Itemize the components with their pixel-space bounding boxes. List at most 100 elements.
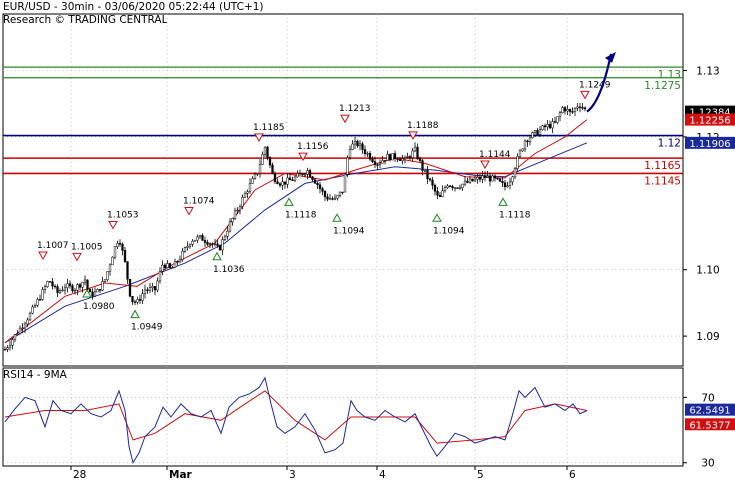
candle-body — [51, 281, 54, 287]
candle-body — [341, 191, 344, 194]
rsi-ma-line — [4, 390, 588, 444]
swing-high-marker — [72, 252, 82, 262]
candle-body — [326, 196, 329, 200]
candle-body — [16, 333, 19, 335]
candle-body — [366, 153, 369, 155]
candle-body — [571, 111, 574, 113]
candle-body — [423, 170, 427, 172]
candle-body — [231, 218, 234, 223]
swing-low-label: 1.1036 — [213, 265, 245, 275]
candle-body — [281, 181, 284, 186]
price-tick-label: 1.13 — [696, 65, 719, 77]
candle-body — [476, 177, 479, 180]
candle-body — [416, 146, 419, 159]
swing-high-label: 1.1188 — [407, 121, 439, 131]
candle-body — [578, 106, 582, 108]
candle-body — [63, 287, 67, 291]
swing-low-marker — [498, 197, 508, 206]
candle-body — [481, 175, 484, 180]
candle-body — [46, 281, 49, 287]
swing-high-marker — [480, 160, 490, 170]
candle-body — [166, 263, 169, 268]
candle-body — [518, 150, 522, 157]
candle-body — [311, 176, 314, 180]
candle-body — [521, 148, 524, 152]
candle-body — [418, 158, 422, 161]
candle-body — [313, 179, 317, 184]
time-tick-label: 6 — [569, 469, 576, 480]
level-label-support-2: 1.1145 — [644, 175, 681, 187]
swing-high-label: 1.1213 — [339, 104, 371, 114]
candle-body — [98, 289, 102, 291]
candle-body — [43, 286, 47, 290]
candle-body — [333, 197, 337, 200]
candle-body — [516, 155, 519, 169]
candle-body — [386, 154, 389, 161]
candle-body — [323, 191, 327, 198]
candle-body — [568, 109, 572, 112]
candle-body — [206, 242, 209, 245]
fast-ma-badge — [685, 113, 735, 126]
swing-high-label: 1.1185 — [253, 123, 285, 133]
candle-body — [258, 164, 262, 174]
candle-body — [421, 160, 424, 171]
candle-body — [68, 283, 72, 286]
candle-body — [73, 289, 77, 292]
candle-body — [448, 185, 452, 187]
candle-body — [243, 193, 247, 198]
candle-body — [478, 177, 482, 180]
rsi-ma-badge — [685, 418, 735, 431]
candle-body — [508, 181, 512, 187]
swing-high-label: 1.1007 — [37, 241, 69, 251]
candle-body — [61, 289, 64, 292]
candle-body — [358, 143, 362, 147]
candle-body — [483, 175, 487, 178]
swing-high-label: 1.1053 — [107, 210, 139, 220]
candle-body — [436, 191, 439, 196]
candle-body — [396, 158, 399, 160]
candle-body — [108, 264, 112, 272]
chart-title: EUR/USD - 30min - 03/06/2020 05:22:44 (U… — [3, 1, 264, 13]
candle-body — [346, 157, 349, 175]
candle-body — [498, 178, 502, 182]
rsi-tick-label: 70 — [701, 392, 714, 404]
candle-body — [276, 181, 279, 184]
projection-arrowhead — [605, 51, 616, 63]
candle-body — [26, 319, 29, 325]
candle-body — [511, 176, 514, 183]
candle-body — [126, 261, 129, 280]
candle-body — [133, 301, 137, 303]
rsi-line — [4, 376, 588, 464]
candle-body — [353, 140, 357, 145]
candle-body — [216, 243, 219, 246]
candle-body — [583, 107, 587, 110]
candle-body — [266, 146, 269, 158]
candle-body — [23, 323, 27, 329]
candle-body — [561, 107, 564, 113]
candle-body — [456, 187, 459, 189]
candle-body — [241, 197, 244, 207]
candle-body — [513, 168, 517, 178]
candle-body — [143, 289, 147, 295]
fast-ma-badge-text: 1.12256 — [689, 116, 730, 127]
candle-body — [368, 153, 372, 160]
candle-body — [236, 209, 239, 212]
candle-body — [376, 164, 379, 166]
swing-high-marker — [184, 207, 194, 216]
candle-body — [541, 125, 544, 130]
candle-body — [183, 247, 187, 252]
candle-body — [318, 184, 322, 189]
candle-body — [441, 190, 444, 197]
chart-subtitle: Research © TRADING CENTRAL — [3, 14, 168, 26]
candle-body — [408, 156, 412, 158]
candle-body — [76, 284, 79, 291]
candle-body — [286, 177, 289, 185]
candle-body — [538, 129, 542, 136]
candle-body — [13, 334, 17, 340]
candle-body — [81, 281, 84, 288]
level-label-target-1: 1.1275 — [644, 80, 681, 92]
candle-body — [163, 264, 167, 268]
candle-body — [381, 160, 384, 164]
candle-body — [336, 195, 339, 199]
candle-body — [401, 158, 404, 161]
